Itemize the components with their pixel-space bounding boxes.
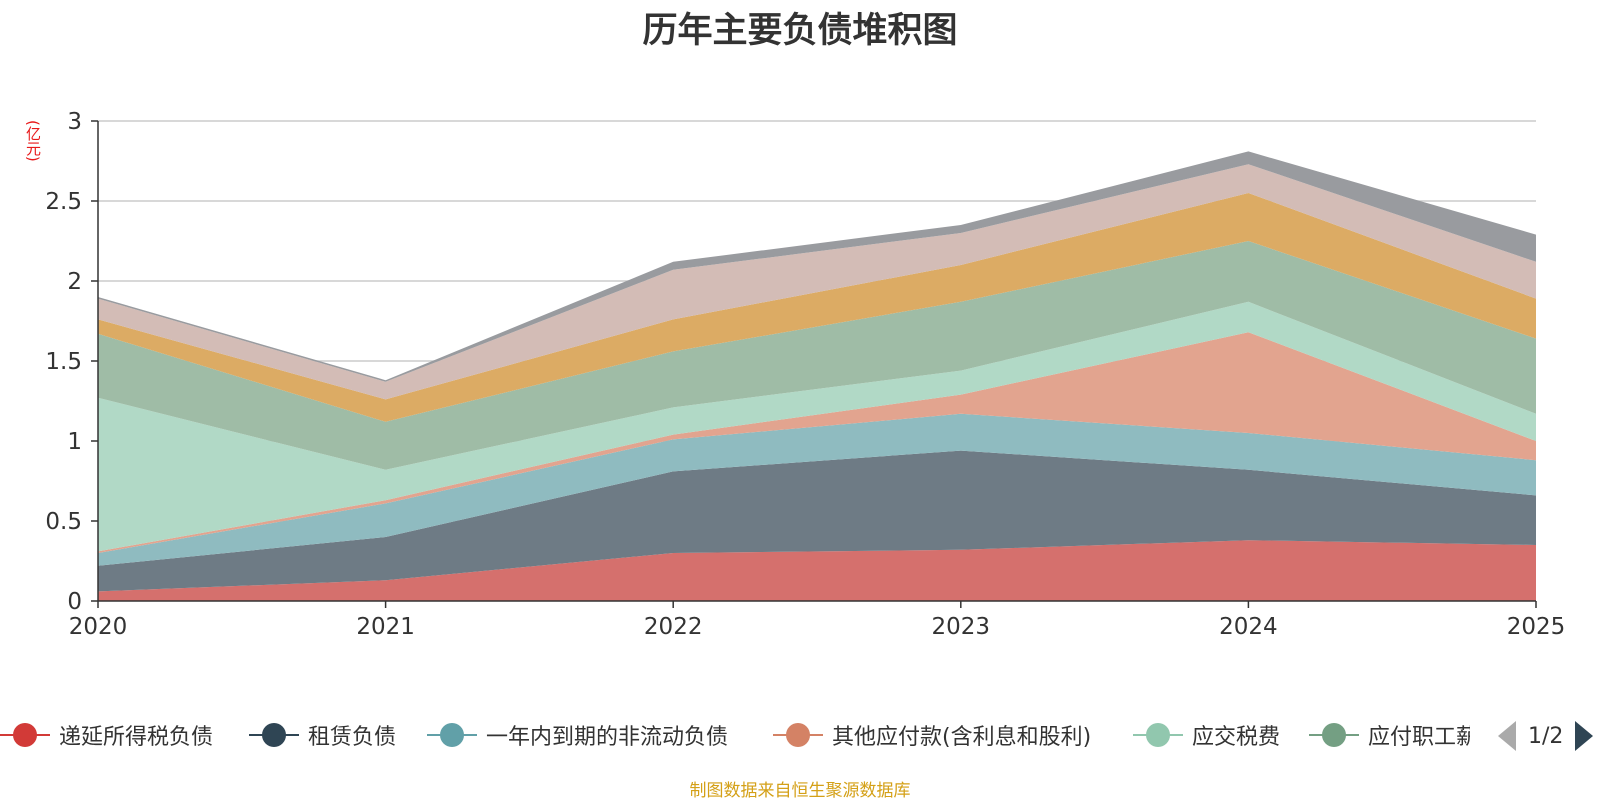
- chart-title: 历年主要负债堆积图: [642, 11, 958, 51]
- x-tick-label: 2021: [356, 614, 415, 640]
- area-6: [98, 241, 1536, 470]
- y-tick-label: 2: [67, 269, 82, 295]
- x-tick-label: 2023: [932, 614, 991, 640]
- area-4: [98, 332, 1536, 553]
- area-8: [98, 164, 1536, 400]
- legend-next-page-icon[interactable]: [1575, 721, 1594, 751]
- area-7: [98, 193, 1536, 422]
- y-tick-label: 0.5: [45, 509, 82, 535]
- x-tick-label: 2025: [1507, 614, 1566, 640]
- legend-item[interactable]: 应付职工薪酬: [1309, 718, 1470, 752]
- area-3: [98, 413, 1536, 566]
- legend-marker-icon: [249, 718, 299, 752]
- y-tick-label: 3: [67, 109, 82, 135]
- legend-marker-icon: [1133, 718, 1183, 752]
- legend-marker-icon: [427, 718, 477, 752]
- legend-item[interactable]: 其他应付款(含利息和股利): [773, 718, 1091, 752]
- x-tick-label: 2022: [644, 614, 703, 640]
- legend-marker-icon: [0, 718, 50, 752]
- axes: 0 0.5 1 1.5 2 2.5 3 2020 2021 2022 2023 2024 2025: [45, 109, 1565, 640]
- x-tick-label: 2024: [1219, 614, 1278, 640]
- legend-marker-icon: [1309, 718, 1359, 752]
- legend-item[interactable]: 递延所得税负债: [0, 718, 213, 752]
- legend-label: 一年内到期的非流动负债: [486, 725, 729, 750]
- legend-label: 租赁负债: [308, 725, 397, 750]
- legend-item[interactable]: 租赁负债: [249, 718, 396, 752]
- legend-items: 递延所得税负债 租赁负债 一年内到期的非流动负债 其他应付款(含利息和股利) 应交税费 应…: [0, 718, 1470, 752]
- area-series: [98, 151, 1536, 601]
- legend-label: 应付职工薪酬: [1368, 725, 1470, 750]
- legend-item[interactable]: 一年内到期的非流动负债: [427, 718, 728, 752]
- y-tick-label: 1.5: [45, 349, 82, 375]
- area-1: [98, 540, 1536, 601]
- legend-prev-page-icon[interactable]: [1498, 721, 1516, 751]
- legend: 递延所得税负债 租赁负债 一年内到期的非流动负债 其他应付款(含利息和股利) 应交税费 应…: [0, 718, 1600, 752]
- source-note: 制图数据来自恒生聚源数据库: [689, 781, 911, 801]
- legend-page-indicator: 1/2: [1528, 723, 1564, 749]
- y-tick-label: 2.5: [45, 189, 82, 215]
- legend-label: 应交税费: [1192, 725, 1281, 750]
- legend-marker-icon: [773, 718, 823, 752]
- y-tick-label: 0: [67, 589, 82, 615]
- area-2: [98, 450, 1536, 592]
- legend-pager: 1/2: [1498, 720, 1594, 752]
- legend-label: 递延所得税负债: [59, 725, 214, 750]
- legend-label: 其他应付款(含利息和股利): [832, 725, 1092, 750]
- y-tick-label: 1: [67, 429, 82, 455]
- y-axis-unit: (亿元): [24, 120, 42, 162]
- x-tick-label: 2020: [69, 614, 128, 640]
- legend-item[interactable]: 应交税费: [1133, 718, 1280, 752]
